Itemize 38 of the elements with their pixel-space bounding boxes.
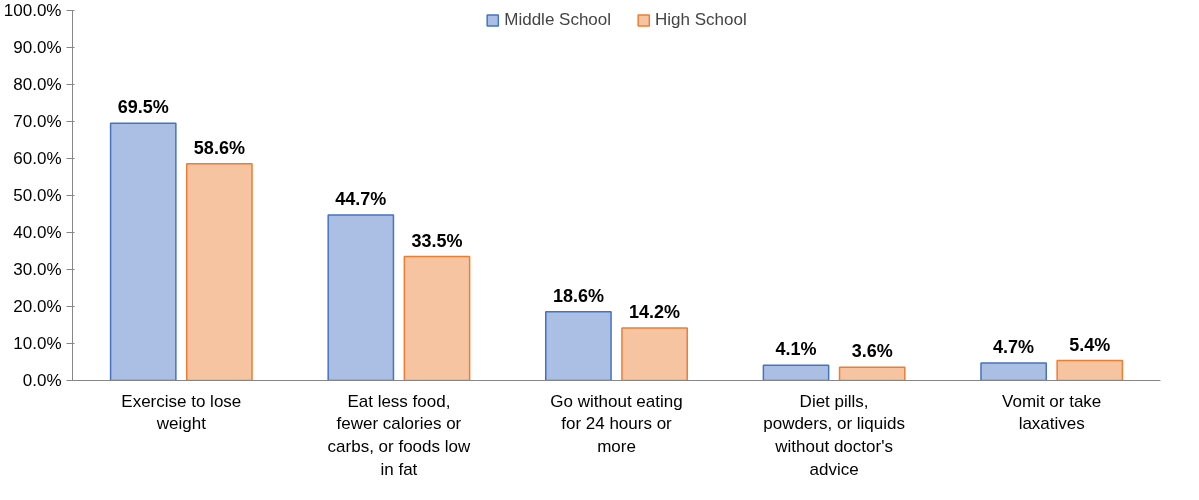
data-label: 4.1% xyxy=(775,339,817,360)
data-label: 33.5% xyxy=(411,230,463,251)
x-tick-label: Diet pills, powders, or liquids without doctor's advice xyxy=(763,391,905,479)
bar xyxy=(403,255,471,381)
data-label: 58.6% xyxy=(193,137,245,158)
y-tick-label: 80.0% xyxy=(13,75,62,94)
data-label: 44.7% xyxy=(335,189,387,210)
y-tick-label: 20.0% xyxy=(13,297,62,316)
bar xyxy=(327,214,395,381)
x-tick-label: Go without eating for 24 hours or more xyxy=(550,391,683,457)
y-tick-label: 40.0% xyxy=(13,223,62,242)
x-tick-label: Exercise to lose weight xyxy=(121,391,242,434)
y-tick-label: 10.0% xyxy=(13,334,62,353)
bar xyxy=(109,122,177,381)
x-tick-label: Eat less food, fewer calories or carbs, or foods low in fat xyxy=(327,391,471,479)
y-tick-label: 90.0% xyxy=(13,38,62,57)
bar xyxy=(545,310,612,381)
data-label: 69.5% xyxy=(117,97,169,118)
bar xyxy=(1056,359,1124,381)
bar xyxy=(185,162,253,381)
data-label: 4.7% xyxy=(993,337,1035,358)
y-tick-label: 60.0% xyxy=(13,149,62,168)
x-tick-label: Vomit or take laxatives xyxy=(1002,391,1102,434)
bar xyxy=(838,366,906,381)
bar xyxy=(621,327,688,381)
legend-label: High School xyxy=(655,10,747,30)
y-tick-label: 30.0% xyxy=(13,260,62,279)
bar xyxy=(980,362,1048,381)
y-tick-label: 100.0% xyxy=(3,1,62,20)
data-label: 18.6% xyxy=(552,285,604,306)
data-label: 3.6% xyxy=(851,341,893,362)
legend-label: Middle School xyxy=(504,10,612,30)
data-label: 14.2% xyxy=(629,301,681,322)
data-label: 5.4% xyxy=(1069,334,1111,355)
y-tick-label: 50.0% xyxy=(13,186,62,205)
y-tick-label: 0.0% xyxy=(22,371,62,390)
bar xyxy=(762,364,830,381)
y-tick-label: 70.0% xyxy=(13,112,62,131)
